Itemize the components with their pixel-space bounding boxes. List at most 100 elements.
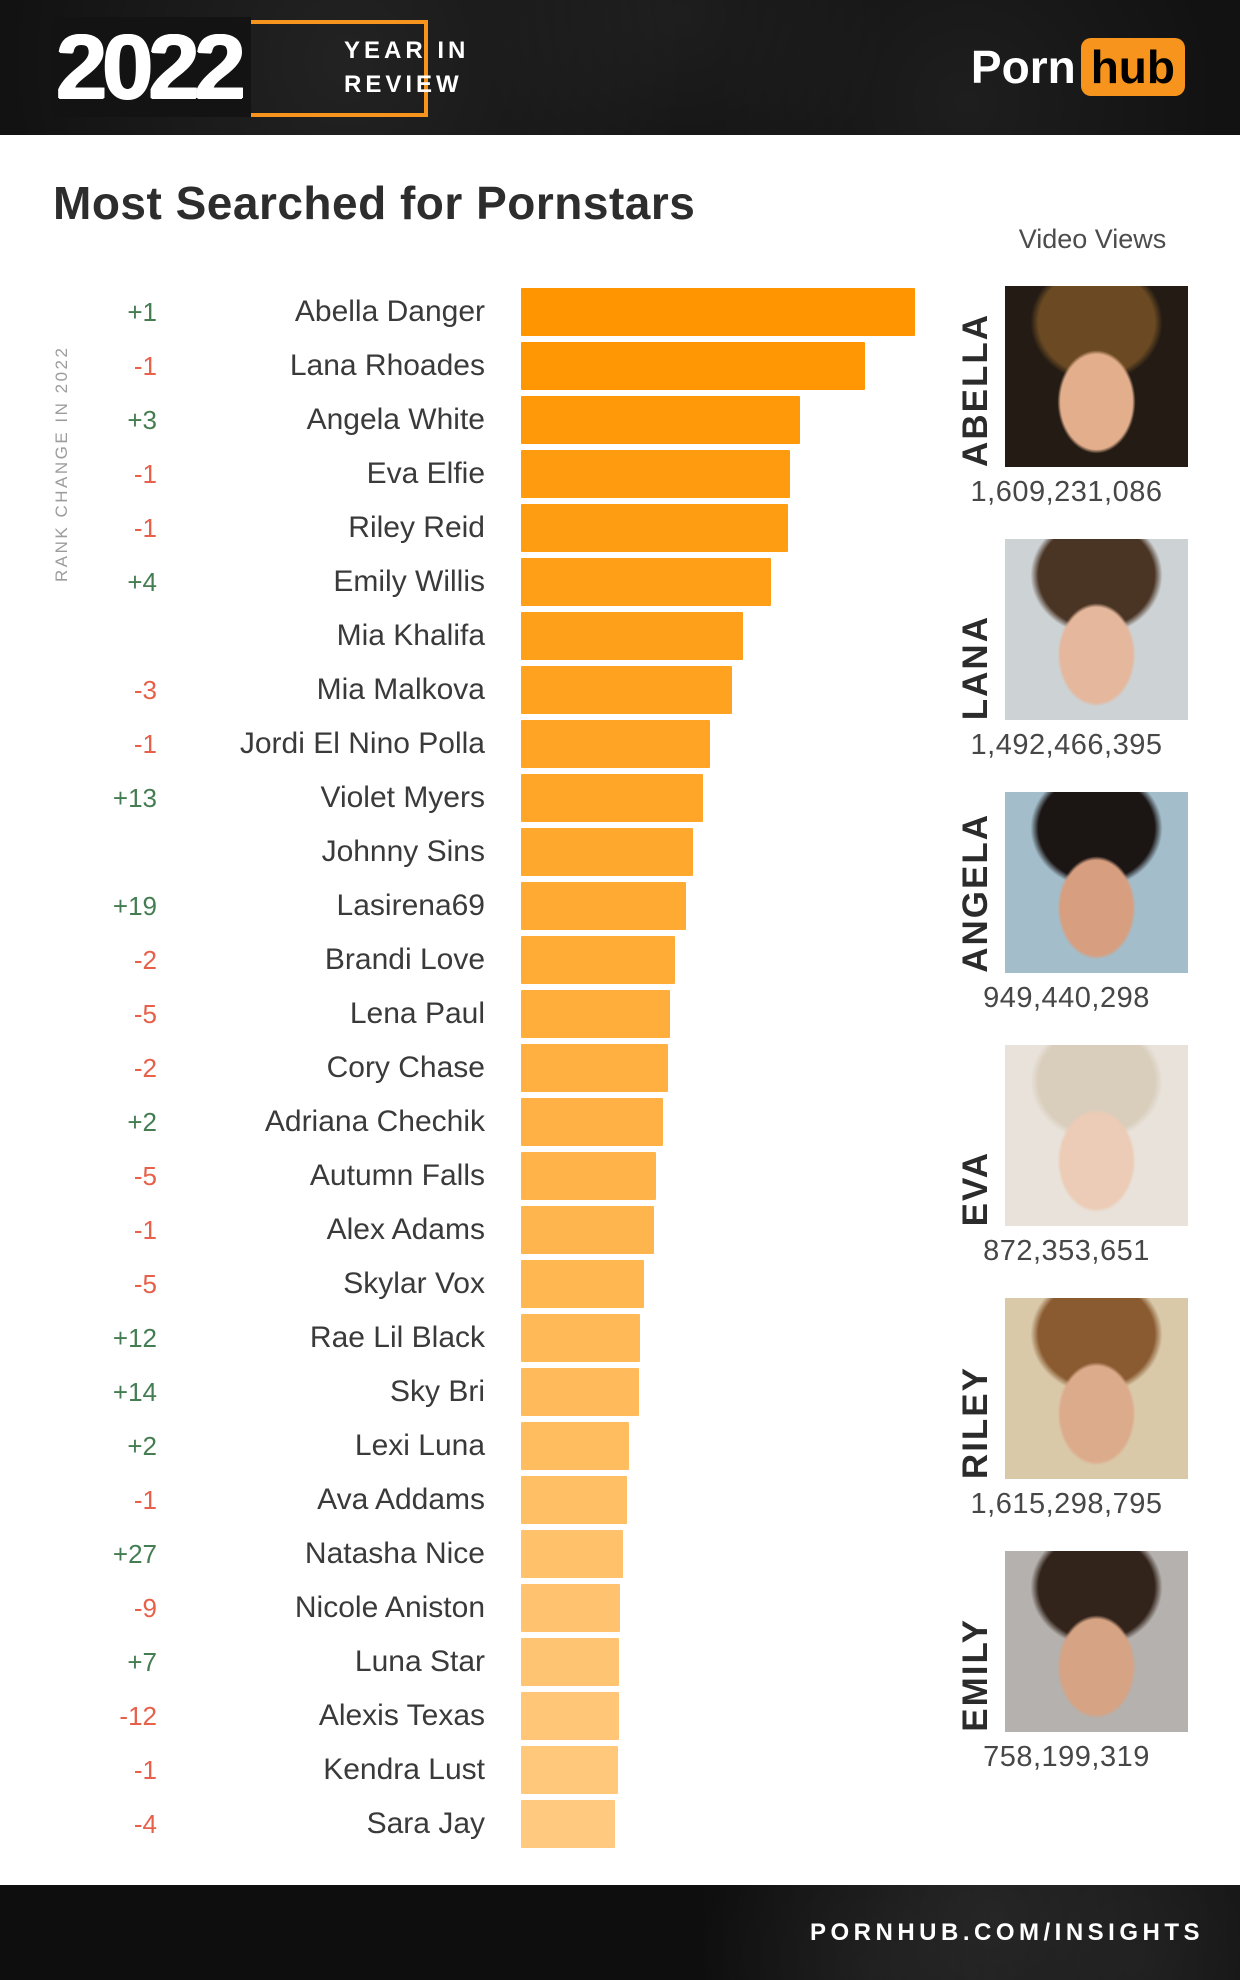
- search-bar: [521, 774, 703, 822]
- performer-first-name-label: EVA: [955, 1150, 995, 1226]
- search-bar: [521, 1638, 619, 1686]
- chart-row: +14 Sky Bri: [0, 1365, 920, 1419]
- chart-row: -1 Jordi El Nino Polla: [0, 717, 920, 771]
- search-bar: [521, 828, 693, 876]
- chart-row: +2 Lexi Luna: [0, 1419, 920, 1473]
- chart-row: -1 Riley Reid: [0, 501, 920, 555]
- performer-photo: [1005, 1298, 1188, 1479]
- search-bar: [521, 450, 790, 498]
- performer-name: Jordi El Nino Polla: [239, 727, 485, 760]
- performer-name: Skylar Vox: [343, 1267, 485, 1300]
- footer-url: PORNHUB.COM/INSIGHTS: [809, 1919, 1204, 1946]
- chart-row: +1 Abella Danger: [0, 285, 920, 339]
- rank-change: -1: [133, 1214, 157, 1245]
- pornhub-logo-porn: Porn: [970, 41, 1076, 93]
- chart-row: +7 Luna Star: [0, 1635, 920, 1689]
- video-views-card: ANGELA 949,440,298: [945, 792, 1205, 1015]
- search-bar: [521, 1584, 620, 1632]
- rank-change: +27: [112, 1538, 157, 1569]
- search-bar: [521, 396, 800, 444]
- performer-name: Lexi Luna: [354, 1429, 485, 1462]
- performer-name: Mia Khalifa: [336, 619, 485, 652]
- performer-first-name-label: ABELLA: [955, 313, 995, 467]
- chart-row: -2 Cory Chase: [0, 1041, 920, 1095]
- bar-track: [521, 1260, 920, 1308]
- search-bar: [521, 558, 771, 606]
- rank-change: +14: [112, 1376, 157, 1407]
- performer-name: Riley Reid: [348, 511, 485, 544]
- chart-row: -9 Nicole Aniston: [0, 1581, 920, 1635]
- video-views-count: 872,353,651: [983, 1235, 1150, 1267]
- chart-row: +3 Angela White: [0, 393, 920, 447]
- performer-name: Nicole Aniston: [294, 1591, 485, 1624]
- rank-change: +12: [112, 1322, 157, 1353]
- search-bar: [521, 1368, 639, 1416]
- bar-track: [521, 288, 920, 336]
- search-bar: [521, 990, 670, 1038]
- performer-name: Violet Myers: [320, 781, 485, 814]
- performer-name: Sky Bri: [389, 1375, 485, 1408]
- search-bar: [521, 288, 915, 336]
- rank-change: -1: [133, 1754, 157, 1785]
- search-bar: [521, 342, 865, 390]
- performer-name: Alexis Texas: [318, 1699, 485, 1732]
- bar-track: [521, 1422, 920, 1470]
- bar-track: [521, 1800, 920, 1848]
- search-bar: [521, 1422, 629, 1470]
- bar-track: [521, 1314, 920, 1362]
- chart-row: +4 Emily Willis: [0, 555, 920, 609]
- search-bar: [521, 1098, 663, 1146]
- rank-change: -12: [119, 1700, 157, 1731]
- performer-first-name-label: ANGELA: [955, 813, 995, 973]
- video-views-count: 1,615,298,795: [970, 1488, 1163, 1520]
- chart-row: -4 Sara Jay: [0, 1797, 920, 1851]
- bar-track: [521, 396, 920, 444]
- search-bar: [521, 1746, 618, 1794]
- chart-row: -1 Alex Adams: [0, 1203, 920, 1257]
- video-views-card: EVA 872,353,651: [945, 1045, 1205, 1268]
- tagline-line1: YEAR IN: [344, 37, 470, 64]
- search-bar: [521, 1800, 615, 1848]
- performer-name: Angela White: [306, 403, 485, 436]
- bar-track: [521, 774, 920, 822]
- video-views-header: Video Views: [1018, 224, 1167, 254]
- rank-change: -5: [133, 1268, 157, 1299]
- year-logo: 2022: [52, 17, 251, 117]
- performer-name: Sara Jay: [366, 1807, 485, 1840]
- chart-row: +19 Lasirena69: [0, 879, 920, 933]
- performer-first-name-label: LANA: [955, 614, 995, 720]
- performer-name: Natasha Nice: [304, 1537, 485, 1570]
- bar-track: [521, 720, 920, 768]
- chart-row: +27 Natasha Nice: [0, 1527, 920, 1581]
- rank-change: -3: [133, 674, 157, 705]
- bar-track: [521, 1206, 920, 1254]
- rank-change: -5: [133, 1160, 157, 1191]
- search-bar: [521, 1152, 656, 1200]
- performer-name: Adriana Chechik: [264, 1105, 485, 1138]
- bar-track: [521, 882, 920, 930]
- pornhub-logo: Porn hub: [971, 38, 1185, 96]
- performer-name: Alex Adams: [326, 1213, 485, 1246]
- performer-photo: [1005, 792, 1188, 973]
- rank-change: +1: [127, 296, 157, 327]
- chart-row: -5 Autumn Falls: [0, 1149, 920, 1203]
- bar-track: [521, 1692, 920, 1740]
- bar-track: [521, 450, 920, 498]
- bar-track: [521, 1044, 920, 1092]
- video-views-card: EMILY 758,199,319: [945, 1551, 1205, 1774]
- video-views-count: 949,440,298: [983, 982, 1150, 1014]
- bar-track: [521, 558, 920, 606]
- search-bar: [521, 1530, 623, 1578]
- rank-change: +7: [127, 1646, 157, 1677]
- rank-change: -1: [133, 1484, 157, 1515]
- year-tagline: YEAR IN REVIEW: [344, 34, 469, 102]
- performer-name: Lana Rhoades: [289, 349, 485, 382]
- search-bar: [521, 504, 788, 552]
- rank-change: +2: [127, 1430, 157, 1461]
- tagline-line2: REVIEW: [344, 71, 463, 98]
- search-bar: [521, 1206, 654, 1254]
- bar-track: [521, 1530, 920, 1578]
- rank-change: -4: [133, 1808, 157, 1839]
- chart-row: +2 Adriana Chechik: [0, 1095, 920, 1149]
- bar-track: [521, 1476, 920, 1524]
